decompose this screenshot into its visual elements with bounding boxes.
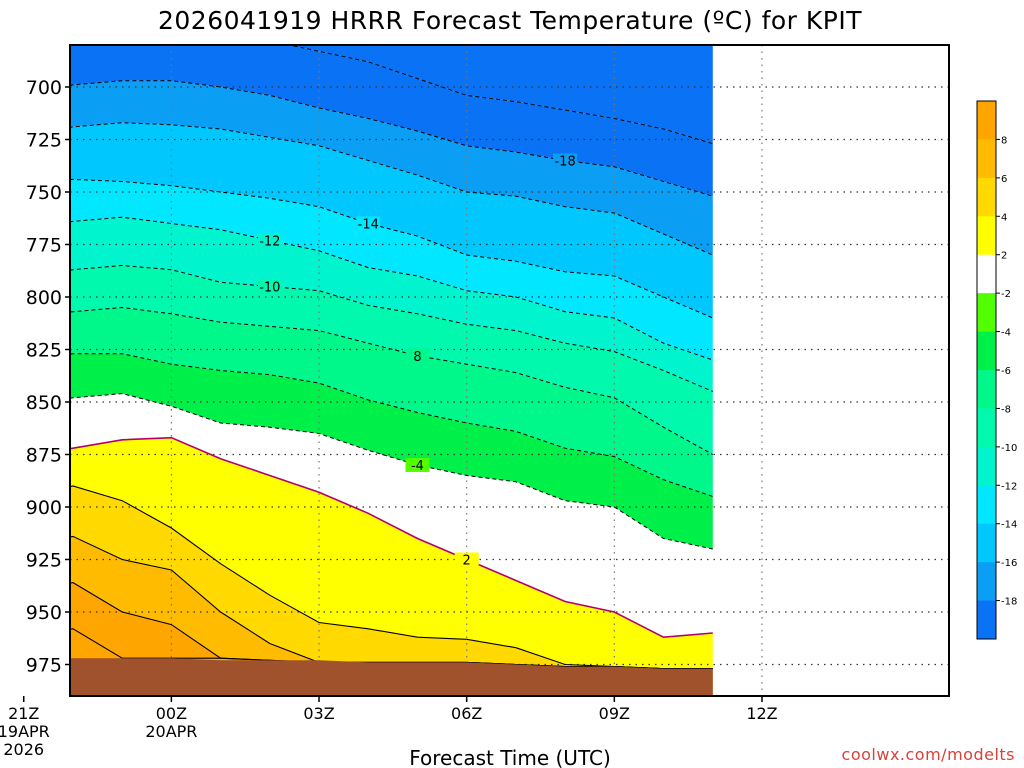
ytick-label-925: 925 — [26, 550, 62, 572]
colorbar-swatch-9 — [977, 446, 996, 486]
colorbar-swatch-2 — [977, 177, 996, 217]
colorbar-label-5: -4 — [1001, 328, 1011, 339]
colorbar-label-10: -14 — [1001, 520, 1017, 531]
contour-label-bg — [356, 216, 381, 231]
colorbar-label-8: -10 — [1001, 443, 1017, 454]
temp-band-5 — [70, 217, 713, 392]
chart-title: 2026041919 HRRR Forecast Temperature (ºC… — [158, 6, 862, 35]
ytick-label-875: 875 — [26, 445, 62, 467]
temp-band-1 — [70, 45, 713, 197]
colorbar-swatch-7 — [977, 370, 996, 409]
temp-band-7 — [70, 307, 713, 497]
contour-label--18: -18 — [554, 155, 575, 170]
contour--8 — [70, 306, 714, 455]
colorbar-swatch-3 — [977, 216, 996, 256]
colorbar: 8 6 4 2 -2 -4 -6 -8 -10 -12 -14 -16 -18 — [976, 100, 1017, 640]
contour-label-bg — [553, 153, 578, 168]
xtick-label--1-2: 2026 — [3, 740, 44, 759]
colorbar-label-9: -12 — [1001, 481, 1017, 492]
colorbar-swatch-12 — [977, 562, 996, 602]
contour-label--8: 8 — [413, 350, 421, 365]
contour-2 — [70, 436, 713, 639]
ytick-label-725: 725 — [26, 130, 62, 152]
contour-label-2: 2 — [463, 554, 471, 569]
contour-label--10: -10 — [259, 281, 280, 296]
contour--14 — [70, 178, 713, 319]
colorbar-swatch-8 — [977, 408, 996, 448]
ytick-label-775: 775 — [26, 235, 62, 257]
contour-label-bg — [405, 458, 430, 472]
contour-label-bg — [257, 279, 282, 294]
ytick-label-700: 700 — [26, 77, 62, 99]
y-axis-ticks: 700 725 750 775 800 825 850 875 900 925 950 975 — [26, 77, 70, 677]
contour-label-bg — [405, 348, 430, 363]
xtick-label-5-0: 03Z — [303, 704, 334, 723]
temp-band-9 — [70, 393, 713, 638]
credit-text[interactable]: coolwx.com/modelts — [842, 745, 1015, 764]
colorbar-swatch-6 — [977, 331, 996, 371]
grid-lines — [70, 45, 949, 696]
xtick-label-8-0: 06Z — [451, 704, 482, 723]
xtick-label-11-0: 09Z — [599, 704, 630, 723]
colorbar-label-3: 2 — [1001, 251, 1007, 262]
xtick-label-2-0: 00Z — [156, 704, 187, 723]
temp-band-3 — [70, 122, 713, 318]
colorbar-label-11: -16 — [1001, 558, 1017, 569]
plot-frame — [69, 44, 950, 697]
xtick-label-14-0: 12Z — [746, 704, 777, 723]
contour--6 — [70, 353, 713, 497]
contour--20 — [70, 45, 713, 145]
xtick-label--1-0: 21Z — [8, 704, 39, 723]
colorbar-label-7: -8 — [1001, 404, 1011, 415]
plot-area: 2 -4 8 -10 -12 -14 -18 — [70, 45, 949, 696]
contour--12 — [70, 216, 713, 361]
colorbar-swatch-4 — [977, 254, 996, 294]
temp-band-2 — [70, 80, 713, 255]
colorbar-swatch-1 — [977, 139, 996, 179]
colorbar-swatch-13 — [977, 600, 996, 640]
temp-band-12 — [70, 536, 713, 669]
contour--16 — [70, 122, 713, 256]
contour-4 — [70, 485, 713, 670]
temp-band-8 — [70, 353, 713, 549]
contour--10 — [70, 264, 713, 392]
colorbar-label-2: 4 — [1001, 212, 1007, 223]
ytick-label-975: 975 — [26, 655, 62, 677]
colorbar-swatch-10 — [977, 485, 996, 525]
contour--4 — [70, 393, 713, 550]
terrain — [70, 658, 713, 696]
xtick-label--1-1: 19APR — [0, 722, 50, 741]
ytick-label-900: 900 — [26, 497, 62, 519]
colorbar-label-1: 6 — [1001, 174, 1007, 185]
colorbar-label-4: -2 — [1001, 289, 1011, 300]
contour-label-bg — [257, 233, 282, 248]
colorbar-swatch-5 — [977, 293, 996, 333]
colorbar-label-0: 8 — [1001, 135, 1007, 146]
colorbar-label-12: -18 — [1001, 597, 1017, 608]
contour-label--14: -14 — [358, 218, 379, 233]
temp-band-4 — [70, 179, 713, 360]
contour-label--4: -4 — [411, 459, 424, 474]
colorbar-swatch-11 — [977, 523, 996, 563]
ytick-label-800: 800 — [26, 287, 62, 309]
ytick-label-850: 850 — [26, 392, 62, 414]
ytick-label-950: 950 — [26, 602, 62, 624]
xtick-label-2-1: 20APR — [145, 722, 197, 741]
temp-band-0 — [70, 45, 713, 144]
ytick-label-750: 750 — [26, 182, 62, 204]
temp-band-6 — [70, 265, 713, 455]
colorbar-label-6: -6 — [1001, 366, 1011, 377]
temperature-shading — [70, 45, 713, 696]
temp-band-10 — [70, 437, 713, 669]
temp-band-11 — [70, 486, 713, 669]
terrain-fill — [70, 658, 713, 696]
contour-label-bg — [454, 552, 479, 567]
contour-labels: 2 -4 8 -10 -12 -14 -18 — [257, 153, 578, 569]
x-axis-label: Forecast Time (UTC) — [409, 746, 611, 768]
colorbar-swatch-0 — [977, 101, 996, 140]
contour-label--12: -12 — [259, 234, 280, 249]
ytick-label-825: 825 — [26, 340, 62, 362]
